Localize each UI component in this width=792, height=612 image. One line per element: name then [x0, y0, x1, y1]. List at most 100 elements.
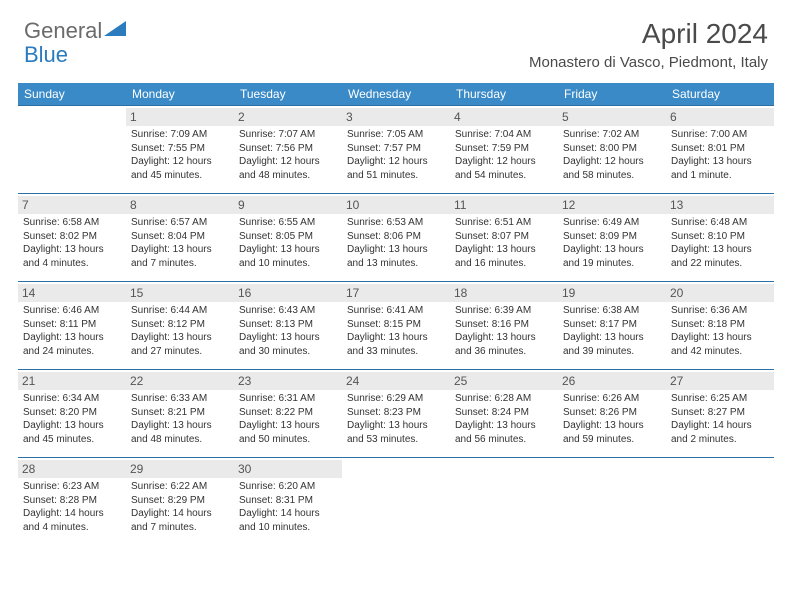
sunrise-line: Sunrise: 6:34 AM: [23, 392, 121, 406]
sunset-line: Sunset: 7:55 PM: [131, 142, 229, 156]
day-number: 4: [450, 108, 558, 126]
sunset-line: Sunset: 8:22 PM: [239, 406, 337, 420]
day-number: 3: [342, 108, 450, 126]
daylight-line2: and 51 minutes.: [347, 169, 445, 183]
sunset-line: Sunset: 8:00 PM: [563, 142, 661, 156]
sunrise-line: Sunrise: 6:55 AM: [239, 216, 337, 230]
weekday-header: Friday: [558, 83, 666, 106]
sunset-line: Sunset: 8:15 PM: [347, 318, 445, 332]
sunrise-line: Sunrise: 6:48 AM: [671, 216, 769, 230]
logo-blue-row: Blue: [24, 42, 68, 68]
daylight-line1: Daylight: 13 hours: [671, 331, 769, 345]
daylight-line2: and 36 minutes.: [455, 345, 553, 359]
calendar-cell: 21Sunrise: 6:34 AMSunset: 8:20 PMDayligh…: [18, 370, 126, 458]
logo-text-blue: Blue: [24, 42, 68, 67]
calendar-cell: [558, 458, 666, 546]
logo-text-general: General: [24, 18, 102, 44]
sunrise-line: Sunrise: 6:58 AM: [23, 216, 121, 230]
day-number: 5: [558, 108, 666, 126]
daylight-line2: and 54 minutes.: [455, 169, 553, 183]
sunrise-line: Sunrise: 6:49 AM: [563, 216, 661, 230]
calendar-week: 7Sunrise: 6:58 AMSunset: 8:02 PMDaylight…: [18, 194, 774, 282]
daylight-line2: and 33 minutes.: [347, 345, 445, 359]
calendar-cell: 26Sunrise: 6:26 AMSunset: 8:26 PMDayligh…: [558, 370, 666, 458]
sunrise-line: Sunrise: 6:25 AM: [671, 392, 769, 406]
sunrise-line: Sunrise: 6:46 AM: [23, 304, 121, 318]
title-block: April 2024 Monastero di Vasco, Piedmont,…: [529, 18, 768, 71]
calendar-cell: [666, 458, 774, 546]
daylight-line1: Daylight: 14 hours: [131, 507, 229, 521]
calendar-cell: 28Sunrise: 6:23 AMSunset: 8:28 PMDayligh…: [18, 458, 126, 546]
daylight-line2: and 7 minutes.: [131, 521, 229, 535]
sunset-line: Sunset: 8:17 PM: [563, 318, 661, 332]
daylight-line2: and 56 minutes.: [455, 433, 553, 447]
calendar-body: 1Sunrise: 7:09 AMSunset: 7:55 PMDaylight…: [18, 106, 774, 546]
daylight-line1: Daylight: 12 hours: [455, 155, 553, 169]
sunset-line: Sunset: 8:18 PM: [671, 318, 769, 332]
day-number: 15: [126, 284, 234, 302]
sunset-line: Sunset: 7:56 PM: [239, 142, 337, 156]
daylight-line2: and 39 minutes.: [563, 345, 661, 359]
daylight-line1: Daylight: 13 hours: [239, 419, 337, 433]
sunrise-line: Sunrise: 6:36 AM: [671, 304, 769, 318]
header: General April 2024 Monastero di Vasco, P…: [0, 0, 792, 75]
sunset-line: Sunset: 8:24 PM: [455, 406, 553, 420]
weekday-row: SundayMondayTuesdayWednesdayThursdayFrid…: [18, 83, 774, 106]
daylight-line2: and 10 minutes.: [239, 257, 337, 271]
day-number: 6: [666, 108, 774, 126]
sunrise-line: Sunrise: 7:00 AM: [671, 128, 769, 142]
day-number: 28: [18, 460, 126, 478]
daylight-line2: and 19 minutes.: [563, 257, 661, 271]
calendar-cell: 29Sunrise: 6:22 AMSunset: 8:29 PMDayligh…: [126, 458, 234, 546]
daylight-line2: and 48 minutes.: [239, 169, 337, 183]
sunrise-line: Sunrise: 6:29 AM: [347, 392, 445, 406]
day-number: 1: [126, 108, 234, 126]
sunset-line: Sunset: 8:20 PM: [23, 406, 121, 420]
calendar-cell: 11Sunrise: 6:51 AMSunset: 8:07 PMDayligh…: [450, 194, 558, 282]
calendar-cell: 23Sunrise: 6:31 AMSunset: 8:22 PMDayligh…: [234, 370, 342, 458]
calendar-cell: 25Sunrise: 6:28 AMSunset: 8:24 PMDayligh…: [450, 370, 558, 458]
sunrise-line: Sunrise: 6:43 AM: [239, 304, 337, 318]
sunset-line: Sunset: 8:01 PM: [671, 142, 769, 156]
day-number: 12: [558, 196, 666, 214]
daylight-line1: Daylight: 13 hours: [347, 331, 445, 345]
calendar-cell: 19Sunrise: 6:38 AMSunset: 8:17 PMDayligh…: [558, 282, 666, 370]
sunset-line: Sunset: 8:07 PM: [455, 230, 553, 244]
daylight-line1: Daylight: 13 hours: [239, 331, 337, 345]
calendar-cell: 5Sunrise: 7:02 AMSunset: 8:00 PMDaylight…: [558, 106, 666, 194]
daylight-line1: Daylight: 12 hours: [347, 155, 445, 169]
sunset-line: Sunset: 7:57 PM: [347, 142, 445, 156]
sunrise-line: Sunrise: 6:20 AM: [239, 480, 337, 494]
day-number: 29: [126, 460, 234, 478]
calendar-cell: 24Sunrise: 6:29 AMSunset: 8:23 PMDayligh…: [342, 370, 450, 458]
calendar-cell: 17Sunrise: 6:41 AMSunset: 8:15 PMDayligh…: [342, 282, 450, 370]
calendar-cell: 1 Sunrise: 7:09 AMSunset: 7:55 PMDaylight…: [126, 106, 234, 194]
daylight-line1: Daylight: 12 hours: [239, 155, 337, 169]
sunrise-line: Sunrise: 6:33 AM: [131, 392, 229, 406]
month-title: April 2024: [529, 18, 768, 50]
calendar-cell: 10Sunrise: 6:53 AMSunset: 8:06 PMDayligh…: [342, 194, 450, 282]
calendar-cell: 20 Sunrise: 6:36 AMSunset: 8:18 PMDayligh…: [666, 282, 774, 370]
sunset-line: Sunset: 8:23 PM: [347, 406, 445, 420]
day-number: 13: [666, 196, 774, 214]
calendar-cell: [450, 458, 558, 546]
daylight-line2: and 59 minutes.: [563, 433, 661, 447]
sunset-line: Sunset: 8:16 PM: [455, 318, 553, 332]
sunrise-line: Sunrise: 7:07 AM: [239, 128, 337, 142]
sunset-line: Sunset: 8:27 PM: [671, 406, 769, 420]
sunset-line: Sunset: 8:12 PM: [131, 318, 229, 332]
sunset-line: Sunset: 8:28 PM: [23, 494, 121, 508]
day-number: 20: [666, 284, 774, 302]
sunset-line: Sunset: 8:06 PM: [347, 230, 445, 244]
sunrise-line: Sunrise: 7:09 AM: [131, 128, 229, 142]
day-number: 18: [450, 284, 558, 302]
daylight-line1: Daylight: 12 hours: [131, 155, 229, 169]
daylight-line1: Daylight: 13 hours: [23, 331, 121, 345]
sunset-line: Sunset: 8:04 PM: [131, 230, 229, 244]
calendar-cell: 8Sunrise: 6:57 AMSunset: 8:04 PMDaylight…: [126, 194, 234, 282]
daylight-line1: Daylight: 13 hours: [563, 243, 661, 257]
calendar-cell: 27Sunrise: 6:25 AMSunset: 8:27 PMDayligh…: [666, 370, 774, 458]
sunset-line: Sunset: 8:31 PM: [239, 494, 337, 508]
sunrise-line: Sunrise: 6:51 AM: [455, 216, 553, 230]
calendar-cell: 2Sunrise: 7:07 AMSunset: 7:56 PMDaylight…: [234, 106, 342, 194]
